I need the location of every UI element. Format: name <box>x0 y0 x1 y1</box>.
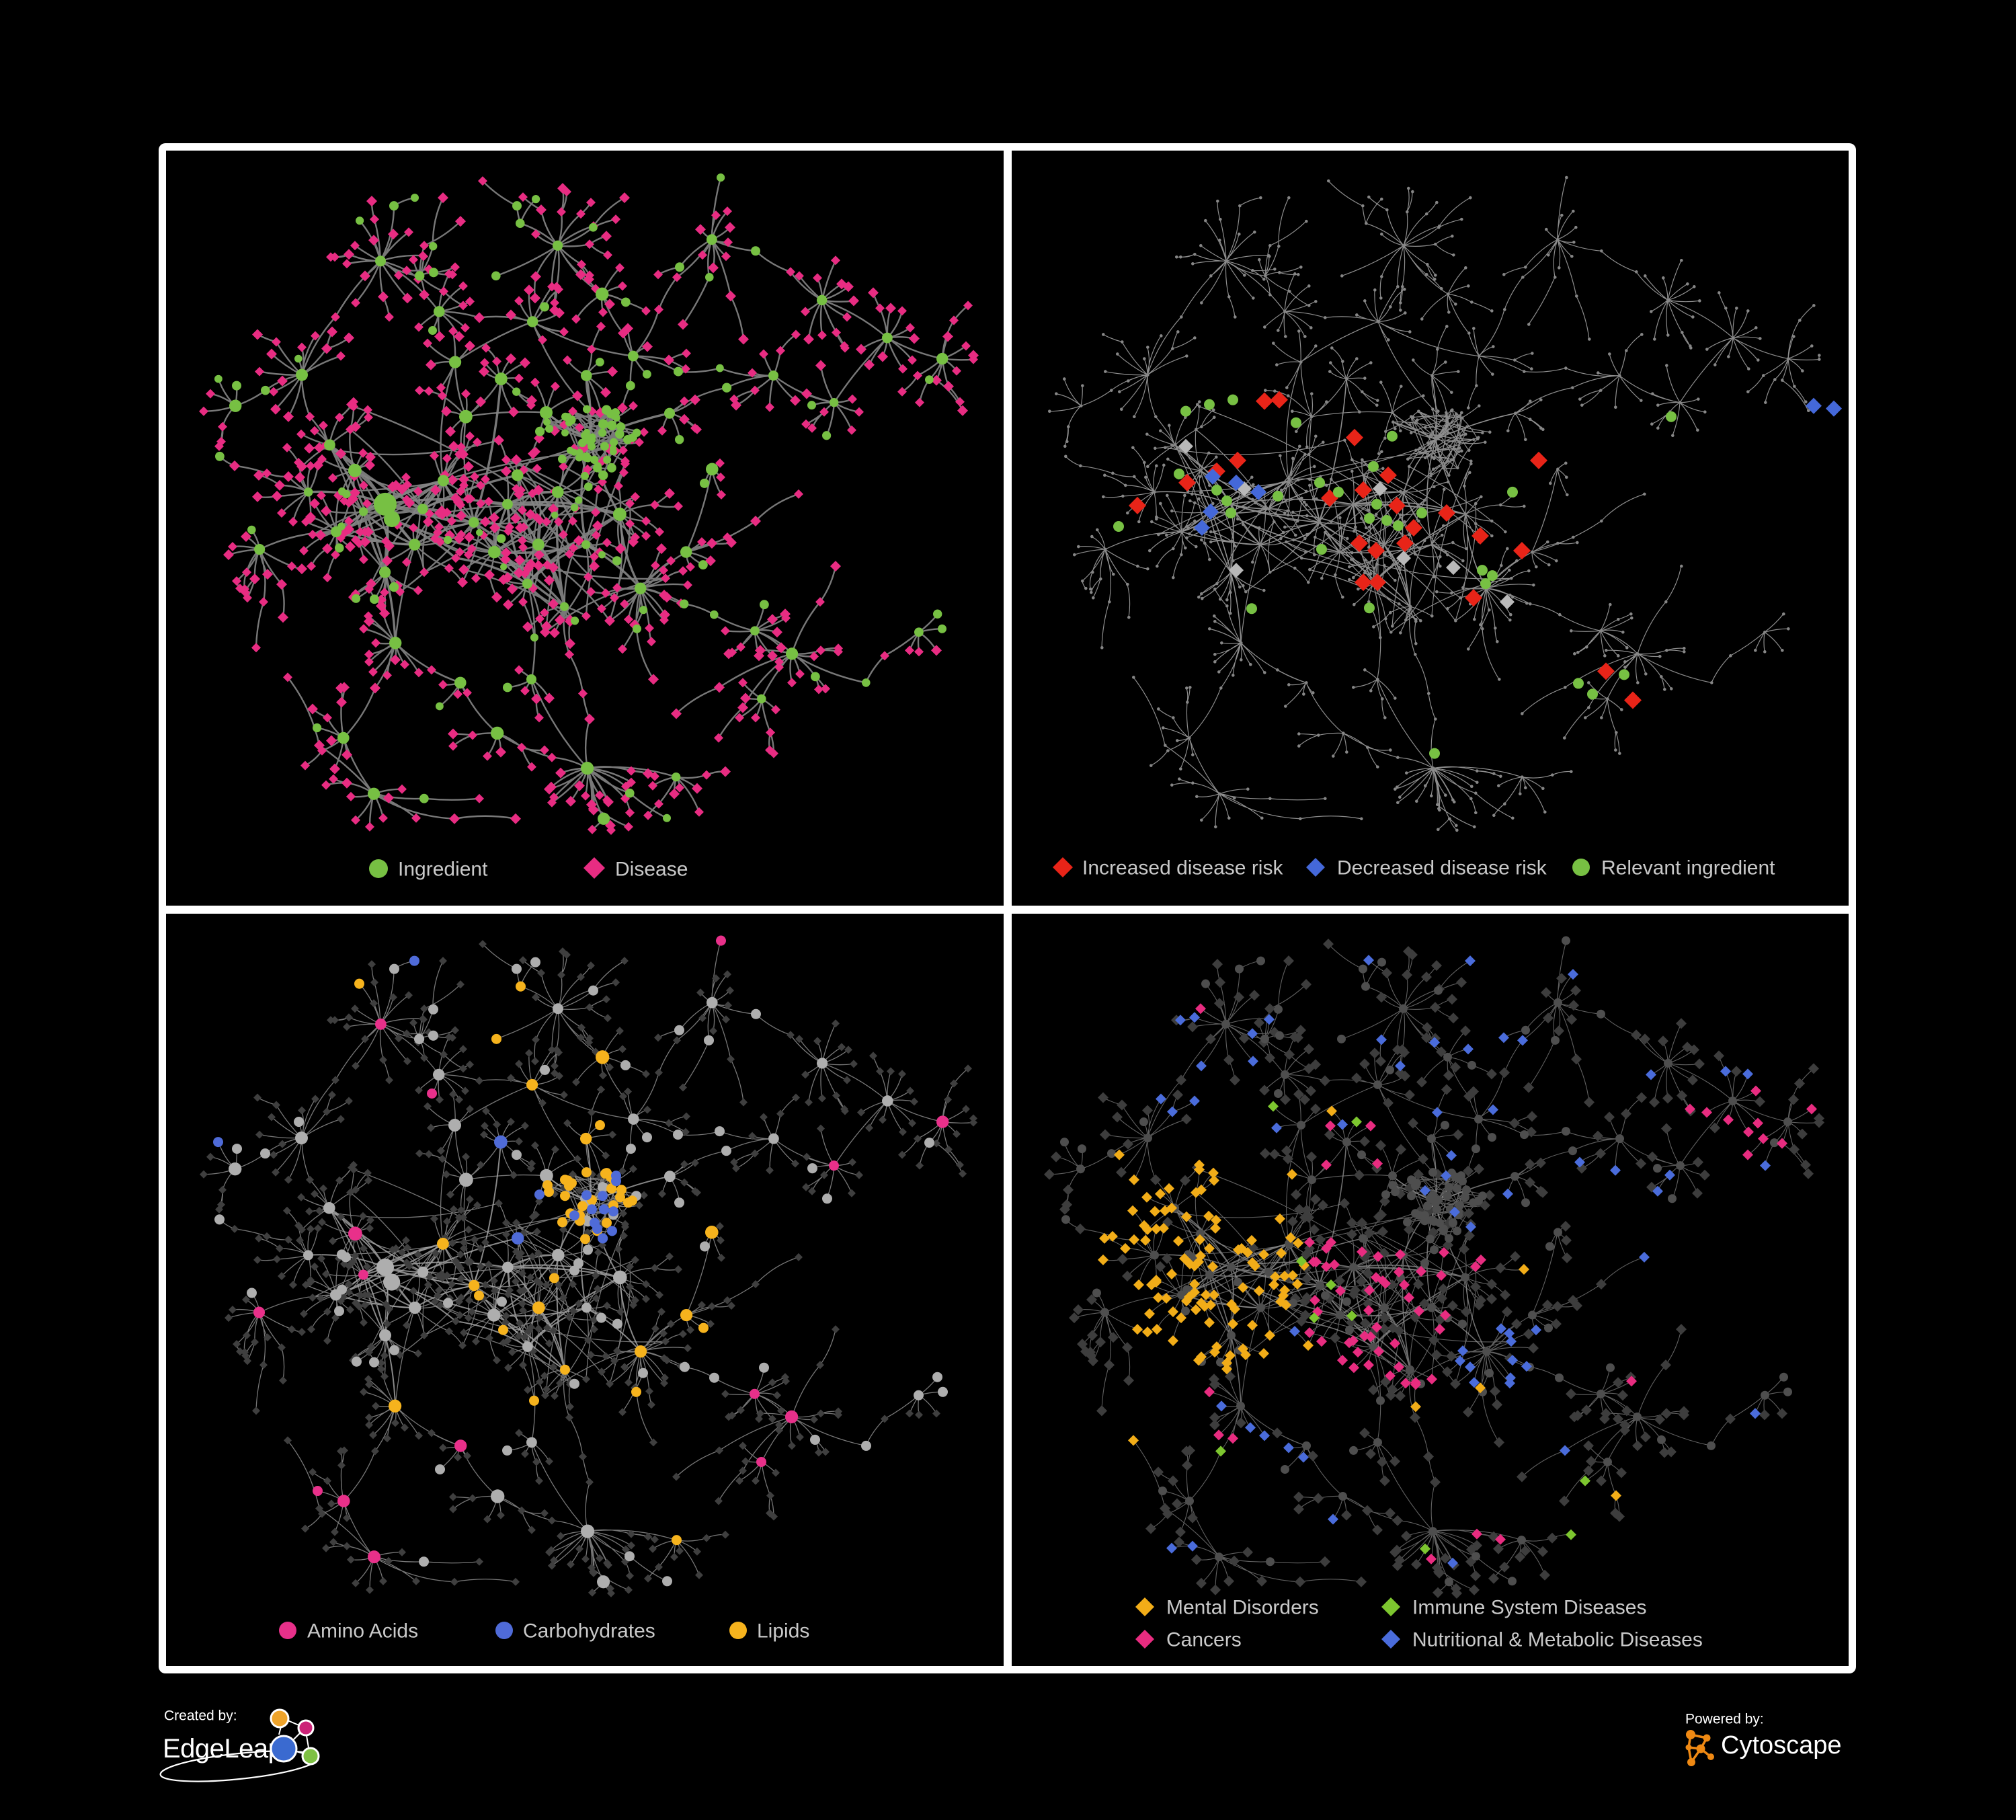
svg-text:EdgeLeap: EdgeLeap <box>163 1734 282 1764</box>
svg-text:Powered by:: Powered by: <box>1685 1712 1764 1727</box>
svg-text:Created by:: Created by: <box>164 1708 237 1724</box>
svg-text:Cancers: Cancers <box>1166 1629 1242 1651</box>
svg-text:Increased disease risk: Increased disease risk <box>1082 857 1283 879</box>
svg-text:Decreased disease risk: Decreased disease risk <box>1337 857 1547 879</box>
svg-text:Carbohydrates: Carbohydrates <box>523 1620 655 1643</box>
svg-text:Immune System Diseases: Immune System Diseases <box>1412 1597 1646 1619</box>
svg-text:Nutritional & Metabolic Diseas: Nutritional & Metabolic Diseases <box>1412 1629 1703 1651</box>
svg-text:Amino Acids: Amino Acids <box>307 1620 418 1643</box>
svg-text:Cytoscape: Cytoscape <box>1721 1731 1842 1759</box>
svg-text:Mental Disorders: Mental Disorders <box>1166 1597 1319 1619</box>
svg-text:Disease: Disease <box>615 859 688 881</box>
svg-text:Lipids: Lipids <box>757 1620 809 1643</box>
svg-text:Relevant ingredient: Relevant ingredient <box>1601 857 1775 879</box>
svg-text:Ingredient: Ingredient <box>398 859 488 881</box>
